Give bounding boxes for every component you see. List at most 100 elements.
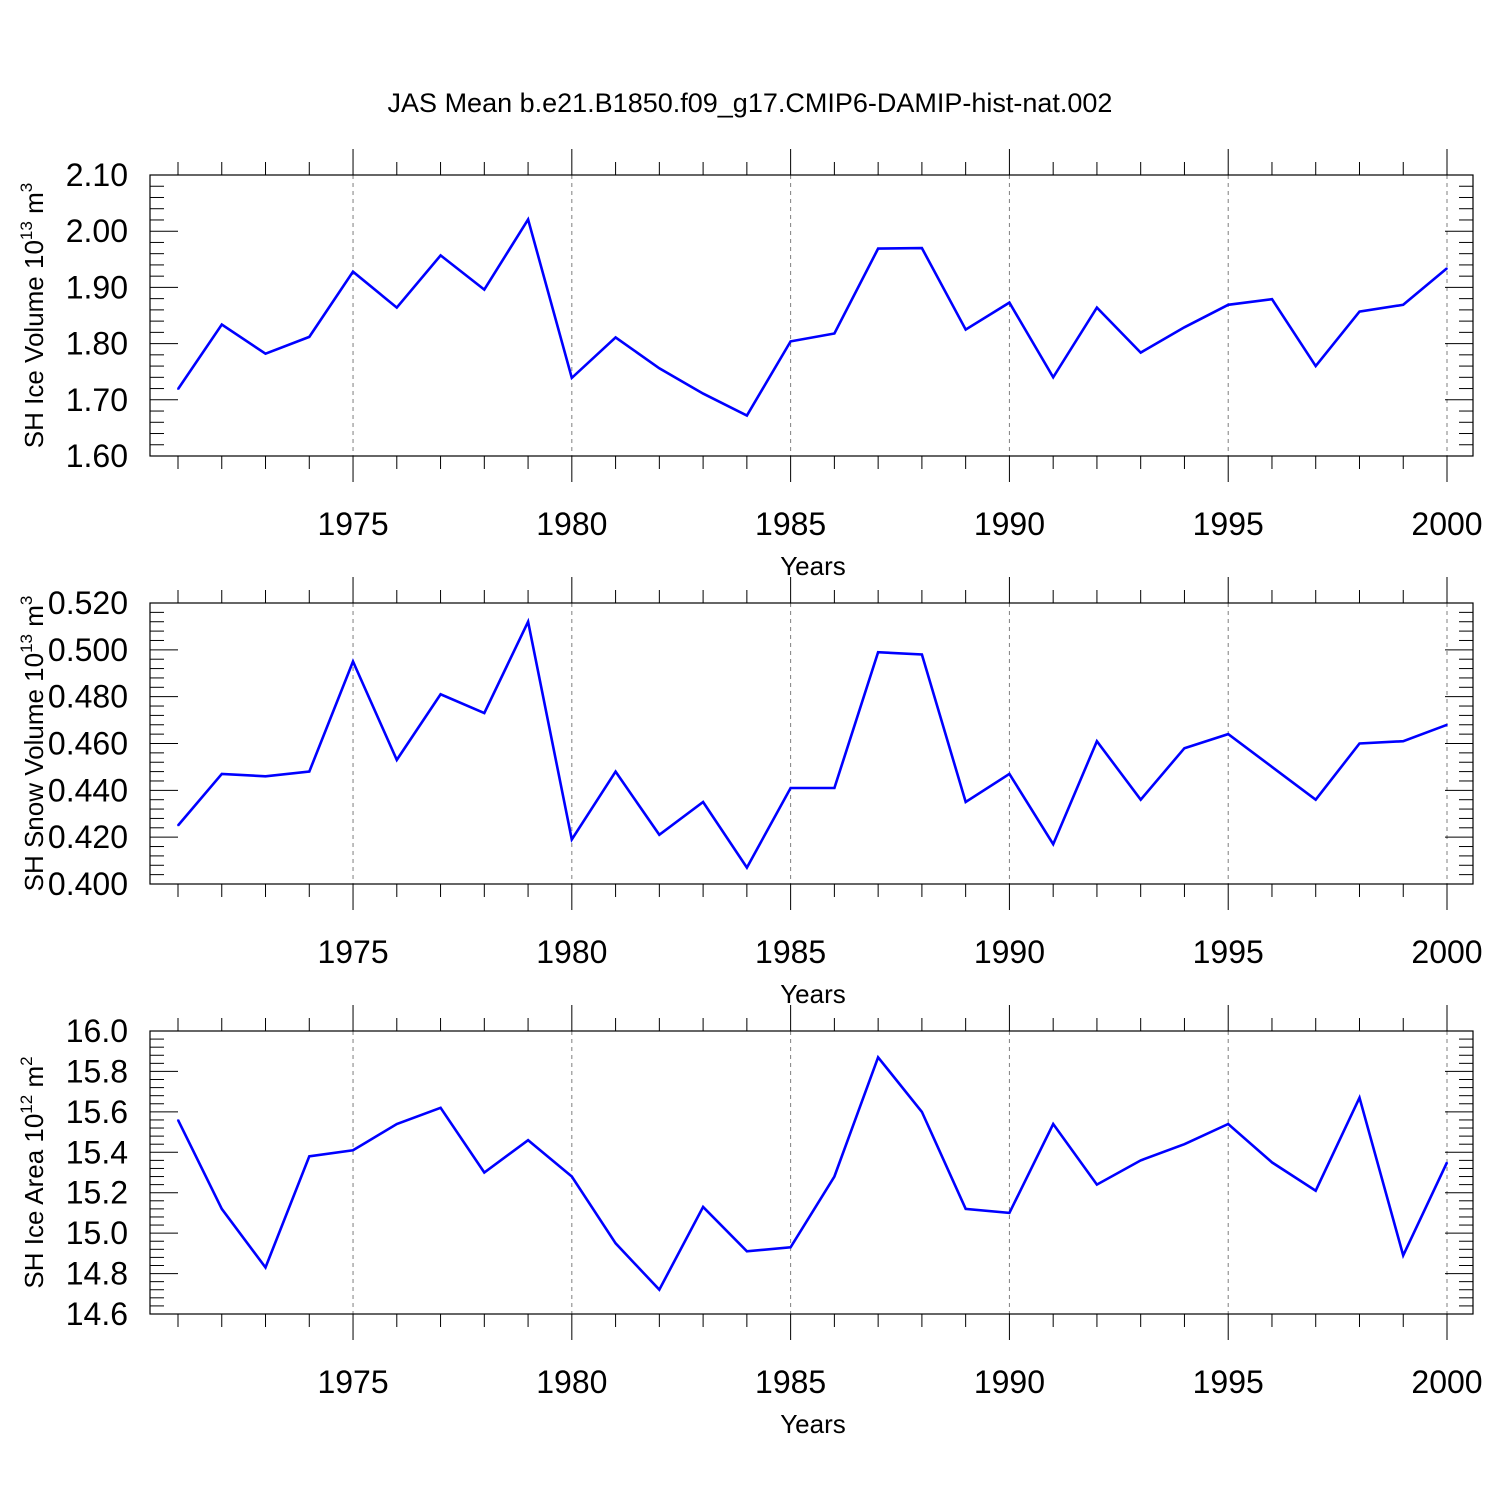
x-tick-label: 1985: [755, 506, 826, 542]
y-tick-label: 1.70: [66, 382, 128, 418]
data-point-2000: [1446, 267, 1448, 270]
x-tick-label: 1995: [1193, 506, 1264, 542]
data-point-1997: [1314, 365, 1317, 367]
x-tick-label: 1985: [755, 934, 826, 970]
y-tick-label: 0.460: [48, 726, 128, 762]
x-tick-label: 1980: [536, 506, 607, 542]
chart-title: JAS Mean b.e21.B1850.f09_g17.CMIP6-DAMIP…: [388, 88, 1113, 118]
data-point-1993: [1139, 1159, 1142, 1162]
data-point-1999: [1402, 740, 1405, 742]
y-tick-label: 0.420: [48, 819, 128, 855]
data-point-1998: [1358, 742, 1361, 745]
data-point-1977: [439, 254, 442, 257]
data-point-1978: [483, 712, 486, 714]
y-tick-label: 2.00: [66, 213, 128, 249]
data-point-1995: [1227, 304, 1230, 306]
y-tick-label: 15.6: [66, 1094, 128, 1130]
y-tick-label: 0.500: [48, 632, 128, 668]
data-point-1974: [308, 1155, 311, 1158]
data-point-1995: [1227, 1123, 1230, 1125]
y-axis-title: SH Ice Area 1012 m2: [17, 1056, 49, 1288]
data-point-1982: [658, 834, 661, 836]
panel-3: 14.6 14.8 15.0 15.2 15.4 15.6 15.8 16.0 1975 1980…: [17, 1005, 1483, 1439]
data-point-1985: [789, 787, 792, 789]
data-point-1982: [658, 367, 661, 370]
data-point-1981: [614, 1242, 617, 1245]
data-point-1985: [789, 340, 792, 343]
data-point-1982: [658, 1288, 661, 1291]
data-point-1998: [1358, 310, 1361, 313]
data-point-1990: [1008, 301, 1011, 304]
y-tick-label: 1.80: [66, 326, 128, 362]
plot-frame: [149, 602, 1474, 885]
x-axis-title: Years: [780, 1409, 846, 1439]
data-point-1983: [702, 392, 704, 395]
data-point-1980: [571, 377, 573, 379]
data-point-1996: [1271, 766, 1273, 768]
y-tick-label: 16.0: [66, 1013, 128, 1049]
data-point-1978: [483, 288, 486, 291]
plot-frame: [149, 1030, 1474, 1315]
data-point-1972: [220, 1208, 223, 1210]
data-point-1986: [833, 332, 836, 335]
data-point-1992: [1096, 740, 1098, 742]
y-tick-label: 14.6: [66, 1296, 128, 1332]
y-tick-label: 14.8: [66, 1256, 128, 1292]
data-point-1979: [527, 620, 529, 623]
y-axis-title: SH Snow Volume 1013 m3: [17, 596, 49, 892]
data-point-1979: [527, 218, 529, 221]
data-point-1977: [439, 693, 442, 696]
panel-1: 1.60 1.70 1.80 1.90 2.00 2.10 1975 1980 1985 1990…: [17, 149, 1483, 581]
data-point-1989: [964, 328, 967, 331]
data-point-1987: [877, 1056, 879, 1059]
y-tick-label: 0.520: [48, 585, 128, 621]
data-point-1971: [177, 1119, 179, 1121]
data-point-1988: [921, 1111, 923, 1113]
data-point-1995: [1227, 733, 1230, 735]
data-point-1986: [833, 787, 836, 789]
data-point-2000: [1446, 1161, 1448, 1164]
data-point-1999: [1402, 1254, 1405, 1257]
y-tick-label: 15.0: [66, 1215, 128, 1251]
x-axis-title: Years: [780, 551, 846, 581]
x-tick-label: 1975: [317, 1364, 388, 1400]
x-tick-label: 2000: [1411, 934, 1482, 970]
y-tick-label: 1.60: [66, 438, 128, 474]
x-tick-label: 1980: [536, 934, 607, 970]
data-point-1986: [833, 1175, 836, 1178]
y-tick-label: 15.2: [66, 1175, 128, 1211]
series-line-1: [177, 617, 1448, 871]
x-tick-label: 2000: [1411, 1364, 1482, 1400]
data-point-1989: [964, 1208, 967, 1210]
data-point-1980: [571, 838, 573, 841]
data-point-1996: [1271, 1161, 1273, 1164]
data-point-1984: [746, 866, 748, 869]
data-point-1988: [921, 247, 923, 249]
data-point-1976: [395, 306, 398, 309]
data-point-1993: [1139, 798, 1142, 801]
data-point-1992: [1096, 1183, 1098, 1186]
data-point-1988: [921, 653, 923, 656]
data-point-1987: [877, 247, 879, 250]
data-point-1976: [395, 759, 398, 761]
data-point-1991: [1052, 376, 1054, 379]
x-tick-label: 1990: [974, 1364, 1045, 1400]
data-point-1996: [1271, 298, 1273, 301]
data-point-1974: [308, 336, 311, 338]
x-tick-label: 1980: [536, 1364, 607, 1400]
data-point-1975: [352, 1149, 354, 1152]
data-point-1973: [264, 775, 267, 778]
data-point-1990: [1008, 773, 1011, 775]
data-point-1984: [746, 1250, 748, 1253]
data-point-1974: [308, 770, 311, 773]
series-line-1: [176, 216, 1448, 418]
data-point-1999: [1402, 304, 1405, 306]
series-line-1: [176, 1054, 1449, 1292]
data-point-1981: [614, 770, 617, 773]
data-point-1983: [702, 801, 704, 803]
data-point-1998: [1358, 1096, 1361, 1099]
data-point-1991: [1052, 843, 1054, 845]
data-point-1991: [1052, 1123, 1054, 1125]
panels: 1.60 1.70 1.80 1.90 2.00 2.10 1975 1980 1985 1990…: [17, 149, 1483, 1439]
plot-frame: [149, 174, 1474, 457]
